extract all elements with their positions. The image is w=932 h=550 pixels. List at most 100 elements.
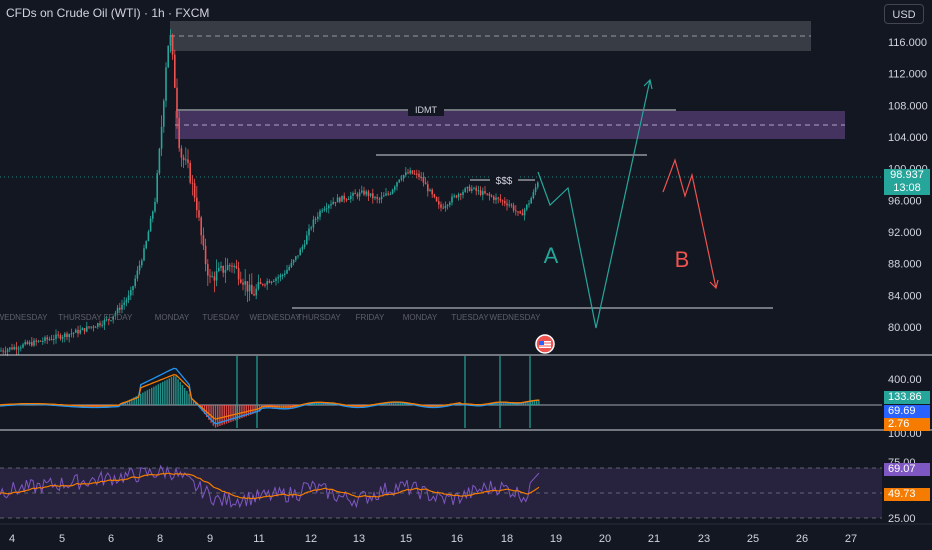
macd-bar xyxy=(498,402,500,405)
time-tick: 5 xyxy=(59,533,65,545)
candle-body xyxy=(499,198,502,201)
macd-bar xyxy=(170,377,173,405)
candle-body xyxy=(262,284,264,286)
candle-body xyxy=(132,286,134,291)
weekday-label: WEDNESDAY xyxy=(0,313,48,322)
candle-body xyxy=(495,197,497,200)
candle-body xyxy=(413,173,416,175)
macd-pane[interactable] xyxy=(0,356,882,428)
candle-body xyxy=(519,211,521,214)
flag-icon[interactable] xyxy=(535,334,555,354)
candle-body xyxy=(402,175,405,179)
signal-line-value: 2.76 xyxy=(884,418,930,431)
candle-body xyxy=(266,281,268,285)
candle-body xyxy=(171,34,174,55)
macd-bar xyxy=(324,402,327,405)
candle-body xyxy=(48,339,51,341)
time-axis[interactable]: 4 5 6 8 9 11 12 13 15 16 18 19 20 21 23 25 26 27 xyxy=(9,533,857,545)
macd-bar xyxy=(322,402,324,405)
candle-body xyxy=(466,186,469,189)
candle-body xyxy=(0,350,2,352)
candle-body xyxy=(369,193,372,196)
candle-body xyxy=(490,195,493,197)
candle-body xyxy=(81,328,84,330)
candle-body xyxy=(66,333,68,338)
candle-body xyxy=(215,271,218,281)
candle-body xyxy=(299,249,301,256)
time-tick: 13 xyxy=(353,533,365,545)
chart-title: CFDs on Crude Oil (WTI) · 1h · FXCM xyxy=(6,6,210,20)
candle-body xyxy=(158,148,161,174)
macd-bar xyxy=(173,375,175,405)
macd-bar xyxy=(221,405,223,426)
macd-bar xyxy=(148,389,151,405)
candle-body xyxy=(528,203,530,205)
macd-bar xyxy=(503,402,505,405)
rsi-axis-25: 25.00 xyxy=(888,513,916,525)
candle-body xyxy=(42,341,44,343)
candle-body xyxy=(440,204,442,208)
scenario-a-path[interactable] xyxy=(537,79,651,329)
candle-body xyxy=(193,183,196,198)
macd-bar xyxy=(401,402,404,405)
candle-body xyxy=(198,210,200,218)
candle-body xyxy=(532,192,535,199)
currency-button[interactable]: USD xyxy=(884,4,924,24)
macd-bar xyxy=(184,387,186,405)
candle-body xyxy=(209,275,211,277)
candle-body xyxy=(455,195,458,198)
candle-body xyxy=(405,172,407,176)
macd-bar xyxy=(509,402,511,405)
candle-body xyxy=(103,319,106,325)
macd-bar xyxy=(507,402,509,405)
rsi-pane[interactable] xyxy=(0,464,882,519)
candle-body xyxy=(297,255,299,257)
macd-bar xyxy=(390,402,393,405)
macd-bar xyxy=(135,396,137,405)
candle-body xyxy=(224,269,227,273)
macd-bar xyxy=(137,394,140,405)
candle-body xyxy=(143,248,145,261)
macd-bar xyxy=(126,400,129,405)
candle-body xyxy=(53,338,55,340)
candle-body xyxy=(24,342,26,345)
candle-body xyxy=(376,197,378,199)
scenario-b-path[interactable] xyxy=(662,158,717,289)
candle-body xyxy=(354,193,356,195)
candle-body xyxy=(149,218,152,232)
candle-body xyxy=(358,192,361,197)
candle-body xyxy=(114,313,117,317)
candle-body xyxy=(488,193,491,196)
candle-body xyxy=(202,235,205,246)
macd-bar xyxy=(159,383,162,405)
candle-body xyxy=(248,284,251,292)
candle-body xyxy=(6,349,9,352)
candle-body xyxy=(268,281,271,283)
candle-body xyxy=(501,200,504,202)
macd-bar xyxy=(533,399,536,405)
candle-body xyxy=(317,216,319,219)
rsi-value: 69.07 xyxy=(884,463,930,476)
macd-bar xyxy=(525,401,527,405)
candle-body xyxy=(418,173,420,177)
macd-bar xyxy=(175,376,177,405)
macd-bar xyxy=(206,405,208,417)
candle-body xyxy=(61,337,64,339)
macd-bar xyxy=(131,398,133,405)
candle-body xyxy=(196,197,198,211)
time-tick: 15 xyxy=(400,533,412,545)
candle-body xyxy=(26,342,29,344)
candle-body xyxy=(435,197,438,202)
candle-body xyxy=(372,193,374,199)
macd-bar xyxy=(239,405,241,419)
candle-body xyxy=(279,275,282,278)
macd-axis-100: 100.00 xyxy=(888,428,922,440)
candle-body xyxy=(220,266,222,268)
macd-bar xyxy=(236,405,239,420)
candle-body xyxy=(473,187,475,189)
candle-body xyxy=(200,217,202,236)
macd-bar xyxy=(505,402,507,405)
macd-axis-400: 400.00 xyxy=(888,374,922,386)
macd-bar xyxy=(162,381,164,405)
